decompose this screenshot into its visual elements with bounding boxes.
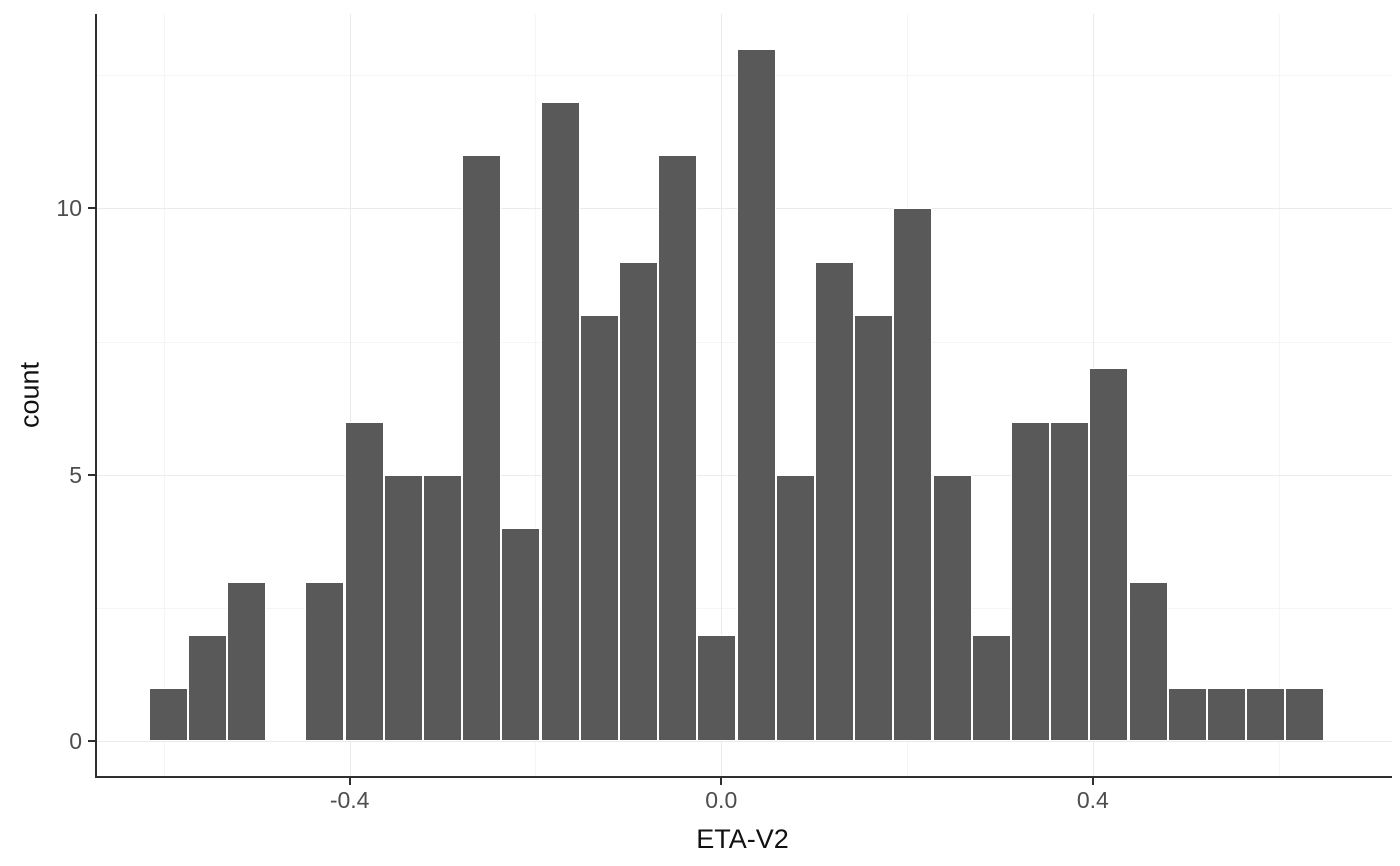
- x-tick-mark: [1091, 778, 1094, 785]
- y-tick-label: 10: [56, 195, 82, 222]
- histogram-bar: [187, 634, 228, 742]
- histogram-bar: [422, 474, 463, 742]
- histogram-bar: [932, 474, 973, 742]
- histogram-bar: [1129, 581, 1169, 742]
- x-axis-title: ETA-V2: [696, 824, 789, 854]
- x-tick-label: -0.4: [329, 787, 370, 813]
- histogram-bar: [618, 261, 659, 742]
- histogram-bar: [1011, 421, 1051, 742]
- histogram-bar: [226, 581, 267, 742]
- x-tick-label: 0.4: [1076, 787, 1109, 813]
- gridline-minor-x: [163, 14, 165, 776]
- y-tick-mark: [88, 207, 95, 210]
- histogram-bar: [148, 688, 189, 742]
- histogram-bar: [1246, 688, 1286, 742]
- histogram-bar: [893, 208, 933, 742]
- histogram-bar: [815, 261, 855, 742]
- histogram-bar: [501, 528, 541, 742]
- y-tick-label: 0: [69, 728, 82, 755]
- x-tick-mark: [720, 778, 723, 785]
- y-axis-title: count: [14, 361, 45, 429]
- histogram-bar: [383, 474, 424, 742]
- histogram-bar: [1050, 421, 1090, 742]
- gridline-major-x: [721, 14, 723, 776]
- histogram-bar: [540, 101, 581, 742]
- y-tick-mark: [88, 473, 95, 476]
- histogram-bar: [1285, 688, 1325, 742]
- histogram-bar: [461, 155, 502, 742]
- histogram-bar: [854, 315, 894, 742]
- histogram-bar: [775, 474, 816, 742]
- gridline-major-y: [97, 741, 1392, 743]
- x-tick-mark: [348, 778, 351, 785]
- plot-panel: [95, 14, 1392, 778]
- gridline-major-x: [349, 14, 351, 776]
- histogram-bar: [1207, 688, 1247, 742]
- histogram-bar: [579, 315, 620, 742]
- gridline-minor-x: [535, 14, 537, 776]
- histogram-bar: [344, 421, 385, 742]
- histogram-bar: [736, 48, 777, 742]
- histogram-bar: [697, 634, 737, 742]
- x-tick-label: 0.0: [705, 787, 738, 813]
- histogram-bar: [972, 634, 1012, 742]
- y-tick-mark: [88, 740, 95, 743]
- histogram-bar: [1089, 368, 1129, 742]
- gridline-minor-x: [1278, 14, 1280, 776]
- histogram-bar: [304, 581, 345, 742]
- y-tick-label: 5: [69, 461, 82, 488]
- histogram-bar: [658, 155, 698, 742]
- histogram-bar: [1168, 688, 1208, 742]
